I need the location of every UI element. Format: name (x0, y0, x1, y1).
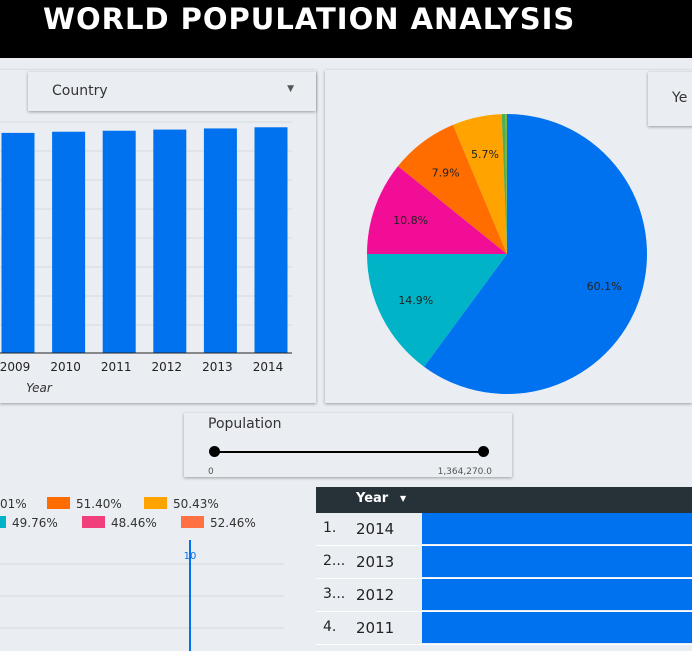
row-bar (422, 579, 692, 610)
table-row[interactable]: 4. 2011 (316, 612, 692, 645)
pie-slice-label: 60.1% (587, 280, 622, 293)
pie-slice-label: 10.8% (393, 214, 428, 227)
bar-tick-label: 2009 (0, 360, 30, 374)
table-row[interactable]: 3... 2012 (316, 579, 692, 612)
legend-item: 52.46% (181, 516, 256, 530)
pie-slice[interactable] (398, 124, 507, 254)
pie-slice-label: 5.7% (471, 148, 499, 161)
population-slider-min-label: 0 (208, 467, 214, 477)
row-index: 3... (323, 586, 346, 602)
table-row[interactable]: 1. 2014 (316, 513, 692, 546)
bar-chart: 2009 2010 2011 2012 2013 2014 Year (0, 121, 292, 395)
legend-item-text: 50.43% (173, 497, 219, 511)
population-slider-track[interactable] (214, 451, 483, 453)
bar-chart-x-axis-label: Year (26, 381, 53, 395)
bar-2012[interactable] (153, 129, 187, 353)
row-index: 2... (323, 553, 346, 569)
bar-2010[interactable] (52, 131, 86, 353)
year-table: Year ▼ 1. 2014 2... 2013 3... 2012 4. 20… (316, 487, 692, 651)
legend-item: 51.40% (47, 497, 122, 511)
bar-tick-label: 2012 (152, 360, 183, 374)
legend-item-text: 52.46% (210, 516, 256, 530)
year-column-header[interactable]: Year (356, 491, 389, 506)
population-slider-title: Population (208, 416, 282, 432)
row-bar (422, 513, 692, 544)
country-dropdown-label: Country (52, 83, 108, 99)
timeline-chart: 10 (0, 540, 284, 651)
pie-slice[interactable] (453, 114, 507, 254)
year-dropdown-label: Ye (672, 90, 688, 106)
row-index: 4. (323, 619, 337, 635)
page-title: WORLD POPULATION ANALYSIS (43, 2, 576, 36)
legend-item-text: 01% (0, 497, 27, 511)
bar-tick-label: 2014 (253, 360, 284, 374)
pie-slice[interactable] (505, 114, 507, 254)
pie-slice[interactable] (424, 114, 647, 394)
population-slider-max-handle[interactable] (478, 446, 489, 457)
header-bar: WORLD POPULATION ANALYSIS (0, 0, 692, 58)
bar-tick-label: 2013 (202, 360, 233, 374)
pie-chart: 60.1% 14.9% 10.8% 7.9% 5.7% (367, 114, 647, 394)
legend-item-text: 51.40% (76, 497, 122, 511)
pie-slice[interactable] (367, 166, 507, 254)
row-year: 2012 (356, 586, 395, 604)
bar-tick-label: 2011 (101, 360, 132, 374)
population-slider-max-label: 1,364,270.0 (437, 467, 492, 477)
row-year: 2014 (356, 520, 395, 538)
country-dropdown[interactable]: Country ▼ (28, 72, 316, 111)
legend-swatch (0, 516, 6, 528)
row-bar (422, 612, 692, 643)
legend-item: 50.43% (144, 497, 219, 511)
timeline-marker-label: 10 (184, 551, 197, 562)
year-dropdown[interactable]: Ye (648, 72, 692, 126)
row-bar (422, 546, 692, 577)
legend-swatch (144, 497, 167, 509)
pie-slice-label: 7.9% (432, 166, 460, 179)
bar-2009[interactable] (1, 132, 35, 353)
pie-slice[interactable] (501, 114, 507, 255)
sort-caret-icon[interactable]: ▼ (400, 494, 407, 503)
legend-item: 01% (0, 497, 27, 511)
legend-item: 48.46% (82, 516, 157, 530)
row-year: 2013 (356, 553, 395, 571)
legend-swatch (82, 516, 105, 528)
legend-item-text: 48.46% (111, 516, 157, 530)
row-index: 1. (323, 520, 337, 536)
row-year: 2011 (356, 619, 395, 637)
legend-item: 49.76% (0, 516, 58, 530)
legend-swatch (181, 516, 204, 528)
table-header: Year ▼ (316, 487, 692, 513)
bar-2013[interactable] (203, 128, 237, 353)
legend-item-text: 49.76% (12, 516, 58, 530)
bar-2014[interactable] (254, 127, 288, 353)
chevron-down-icon: ▼ (287, 84, 294, 94)
bar-tick-label: 2010 (50, 360, 81, 374)
population-slider-panel: Population 0 1,364,270.0 (184, 413, 512, 477)
population-slider-min-handle[interactable] (209, 446, 220, 457)
table-row[interactable]: 2... 2013 (316, 546, 692, 579)
pie-slice-label: 14.9% (398, 294, 433, 307)
bar-2011[interactable] (102, 130, 136, 353)
pie-slice[interactable] (367, 254, 507, 367)
legend-swatch (47, 497, 70, 509)
